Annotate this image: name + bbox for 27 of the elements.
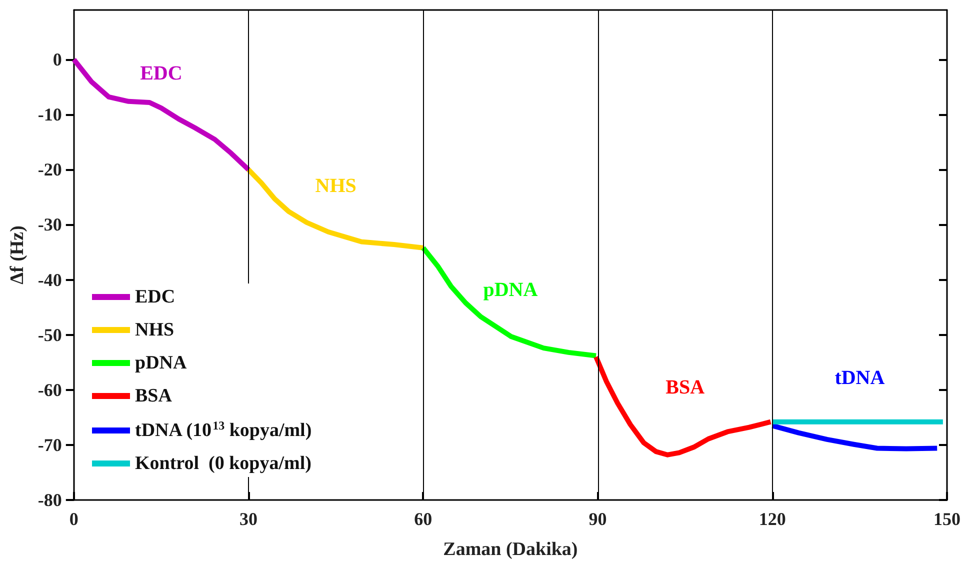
x-tick-label: 120 (758, 509, 786, 529)
y-axis-title: Δf (Hz) (7, 226, 28, 284)
y-tick-label: -60 (38, 380, 62, 400)
x-tick-label: 150 (934, 509, 960, 529)
annotation: NHS (315, 174, 356, 197)
annotation: tDNA (834, 366, 886, 389)
y-tick-label: 0 (52, 50, 62, 70)
x-axis-title: Zaman (Dakika) (443, 539, 578, 560)
x-tick-label: 30 (240, 509, 258, 529)
y-tick-label: -10 (38, 104, 62, 125)
y-tick-label: -40 (38, 270, 62, 290)
annotation: EDC (140, 62, 182, 84)
legend-label: pDNA (135, 352, 188, 374)
x-tick-label: 60 (414, 509, 432, 529)
y-tick-label: -50 (38, 324, 62, 345)
y-tick-label: -20 (38, 160, 62, 180)
y-tick-label: -30 (38, 214, 62, 235)
x-tick-label: 90 (588, 509, 607, 529)
x-tick-label: 0 (69, 509, 78, 529)
legend-label: BSA (135, 386, 172, 406)
legend-label: NHS (135, 320, 174, 340)
legend-label: Kontrol (0 kopya/ml) (135, 453, 312, 474)
legend-label: EDC (135, 286, 176, 308)
annotation: pDNA (483, 279, 538, 302)
y-tick-label: -80 (38, 490, 62, 510)
y-tick-label: -70 (38, 434, 62, 455)
annotation: BSA (666, 376, 706, 399)
